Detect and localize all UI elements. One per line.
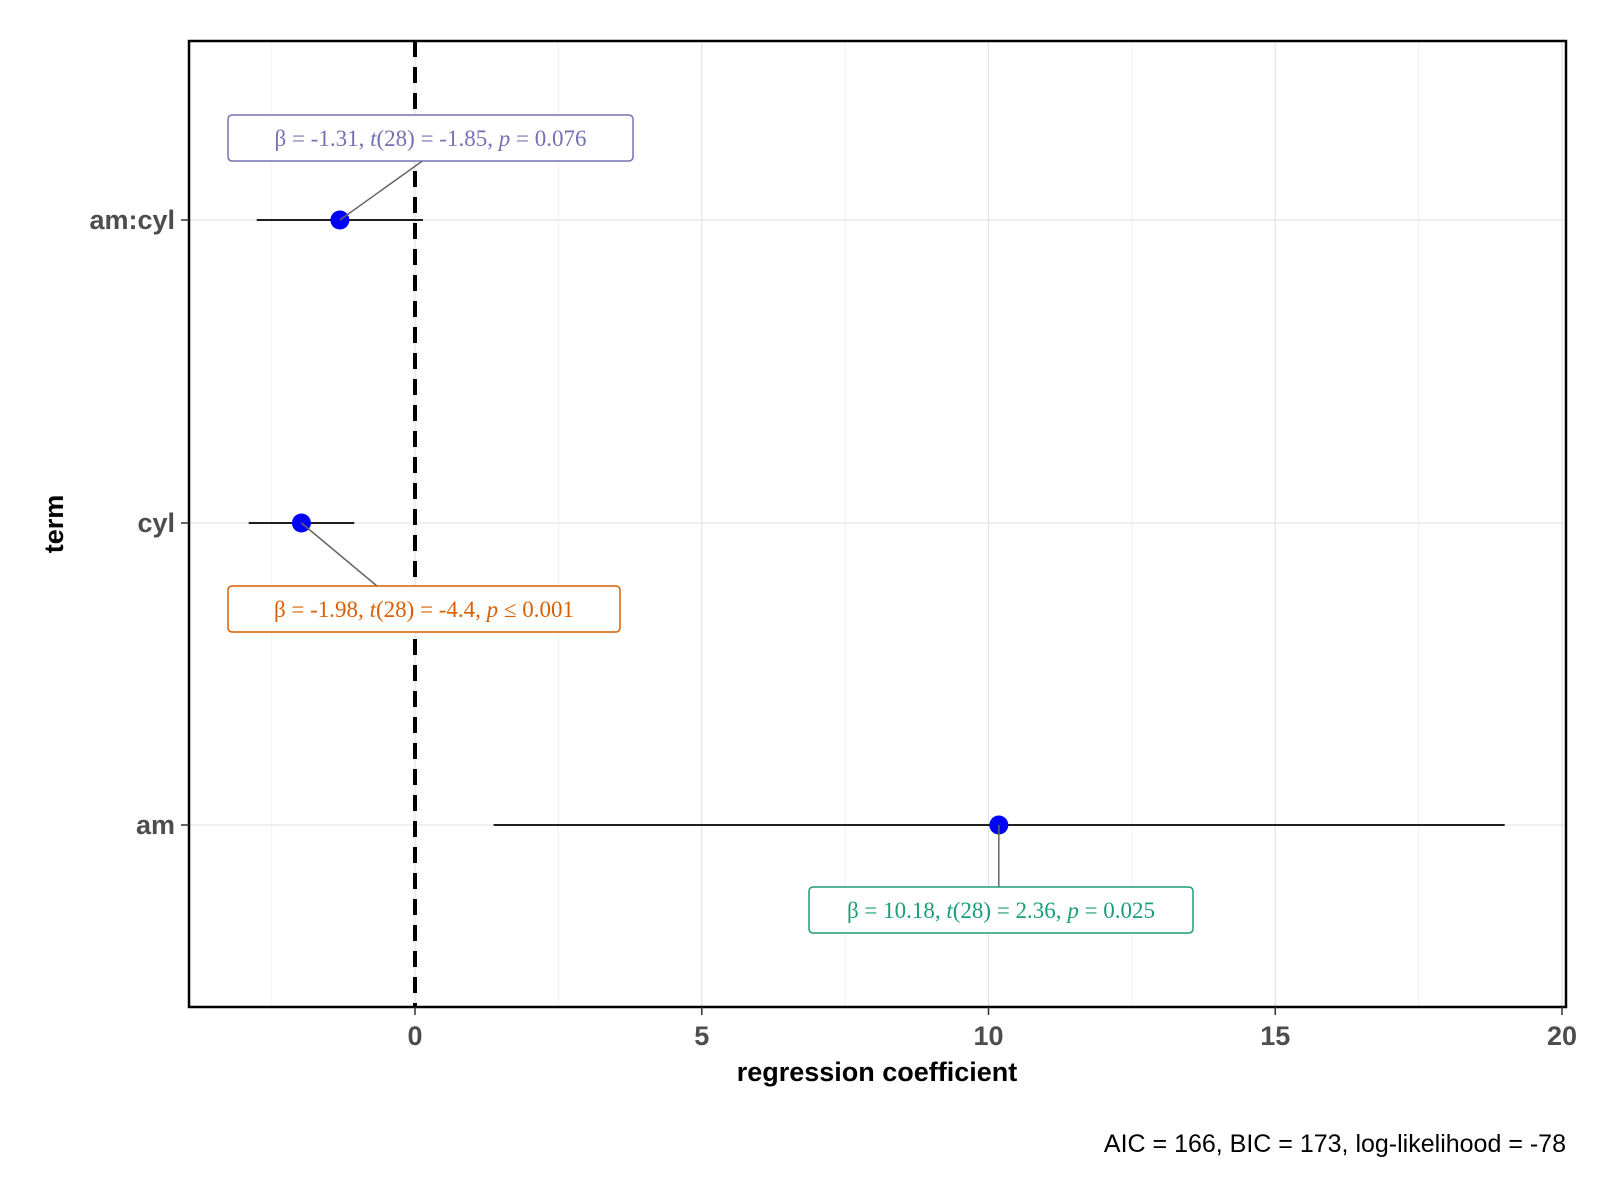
stats-label-cyl: β = -1.98, t(28) = -4.4, p ≤ 0.001 xyxy=(274,597,574,622)
x-tick-label: 15 xyxy=(1260,1021,1290,1051)
plot-panel-border xyxy=(187,39,1568,1009)
label-leader-line xyxy=(339,160,423,221)
coefficient-annotations: β = -1.31, t(28) = -1.85, p = 0.076 β = -… xyxy=(227,114,1194,934)
x-tick-label: 20 xyxy=(1547,1021,1577,1051)
stats-label-box-am:cyl xyxy=(227,114,634,162)
model-fit-caption: AIC = 166, BIC = 173, log-likelihood = -… xyxy=(1104,1130,1566,1158)
grid-lines xyxy=(189,41,1566,1007)
x-axis-title: regression coefficient xyxy=(737,1057,1018,1087)
stats-label-am: β = 10.18, t(28) = 2.36, p = 0.025 xyxy=(847,898,1155,923)
x-tick-label: 0 xyxy=(407,1021,422,1051)
y-axis: am:cyl cyl am xyxy=(89,205,189,840)
x-tick-label: 10 xyxy=(973,1021,1003,1051)
y-tick-label-am:cyl: am:cyl xyxy=(89,205,175,235)
label-leader-line xyxy=(300,522,378,587)
x-tick-label: 5 xyxy=(694,1021,709,1051)
stats-label-box-am xyxy=(808,886,1194,934)
x-axis: 0 5 10 15 20 xyxy=(407,1007,1577,1051)
stats-label-box-cyl xyxy=(227,585,621,633)
y-tick-label-cyl: cyl xyxy=(137,508,175,538)
y-tick-label-am: am xyxy=(136,810,175,840)
y-axis-title: term xyxy=(39,495,69,554)
stats-label-am:cyl: β = -1.31, t(28) = -1.85, p = 0.076 xyxy=(275,126,587,151)
